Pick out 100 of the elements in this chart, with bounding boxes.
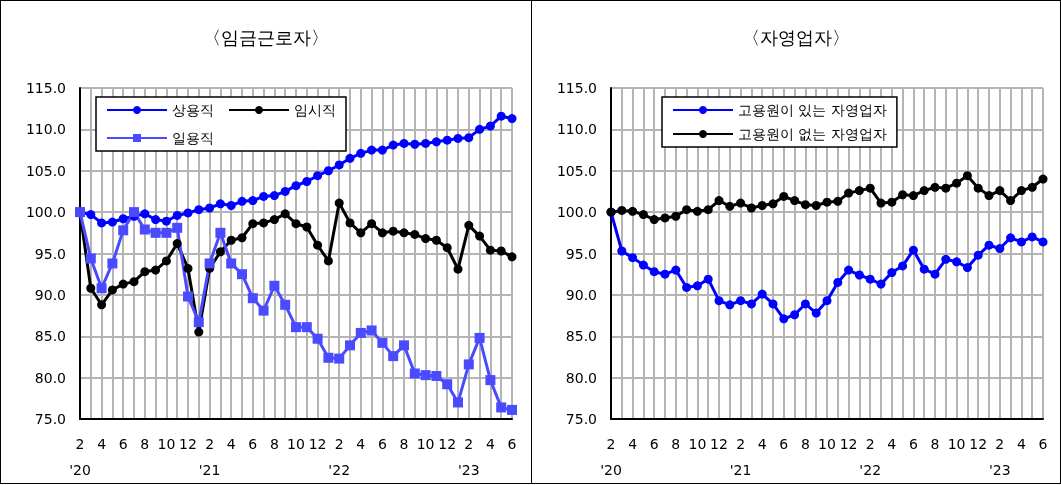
- point: [345, 218, 355, 228]
- x-tick-label: 12: [438, 436, 457, 452]
- point: [367, 219, 377, 229]
- point: [355, 327, 366, 338]
- point: [1016, 186, 1026, 196]
- y-tick-label: 85.0: [34, 328, 66, 345]
- point: [617, 246, 627, 256]
- point: [431, 235, 441, 245]
- point: [215, 227, 226, 238]
- point: [833, 277, 843, 287]
- x-tick-label: 8: [930, 436, 940, 452]
- x-tick-label: 4: [226, 436, 236, 452]
- legend-label: 임시직: [294, 102, 336, 118]
- point: [768, 199, 778, 209]
- point: [1006, 233, 1016, 243]
- point: [399, 138, 409, 148]
- point: [312, 333, 323, 344]
- point: [790, 310, 800, 320]
- point: [301, 322, 312, 333]
- point: [205, 203, 215, 213]
- point: [1038, 237, 1048, 247]
- x-tick-label: 10: [947, 436, 966, 452]
- point: [377, 228, 387, 238]
- point: [736, 296, 746, 306]
- point: [410, 229, 420, 239]
- y-tick-label: 95.0: [34, 245, 66, 262]
- point: [908, 191, 918, 201]
- point: [475, 124, 485, 134]
- point: [151, 215, 161, 225]
- point: [129, 277, 139, 287]
- point: [420, 370, 431, 381]
- point: [941, 254, 951, 264]
- point: [334, 160, 344, 170]
- point: [161, 256, 171, 266]
- point: [692, 281, 702, 291]
- point: [898, 190, 908, 200]
- x-tick-label: 10: [416, 436, 435, 452]
- point: [291, 181, 301, 191]
- point: [313, 240, 323, 250]
- y-tick-label: 105.0: [25, 162, 66, 179]
- x-tick-label: 4: [1016, 436, 1026, 452]
- point: [323, 166, 333, 176]
- point: [908, 245, 918, 255]
- y-tick-label: 85.0: [565, 328, 597, 345]
- point: [410, 139, 420, 149]
- point: [1016, 237, 1026, 247]
- y-tick-label: 75.0: [34, 411, 66, 427]
- x-tick-label: 6: [118, 436, 128, 452]
- point: [822, 296, 832, 306]
- x-tick-label: 6: [908, 436, 918, 452]
- point: [507, 404, 517, 415]
- point: [237, 233, 247, 243]
- point: [172, 239, 182, 249]
- y-tick-label: 75.0: [565, 411, 597, 427]
- point: [507, 252, 517, 262]
- x-tick-label: 4: [757, 436, 767, 452]
- point: [140, 267, 150, 277]
- point: [682, 282, 692, 292]
- x-tick-label: 2 '23: [988, 436, 1011, 478]
- point: [291, 322, 301, 333]
- point: [507, 114, 517, 124]
- point: [682, 205, 692, 215]
- point: [356, 228, 366, 238]
- point: [463, 359, 474, 370]
- x-tick-label: 10: [287, 436, 305, 452]
- point: [844, 265, 854, 275]
- chart-title: 〈자영업자〉: [742, 26, 850, 48]
- y-tick-label: 100.0: [25, 204, 66, 221]
- point: [800, 200, 810, 210]
- point: [345, 340, 355, 351]
- point: [399, 228, 409, 238]
- point: [800, 299, 810, 309]
- point: [194, 205, 204, 215]
- point: [757, 289, 767, 299]
- point: [118, 279, 128, 289]
- point: [1027, 182, 1037, 192]
- point: [768, 299, 778, 309]
- point: [323, 352, 334, 363]
- x-tick-label: 10: [157, 436, 176, 452]
- point: [409, 368, 420, 379]
- point: [248, 219, 258, 229]
- point: [323, 256, 333, 266]
- x-tick-label: 12: [710, 436, 728, 452]
- point: [736, 198, 746, 208]
- point: [313, 171, 323, 181]
- point: [259, 218, 269, 228]
- y-tick-label: 105.0: [556, 162, 597, 179]
- point: [496, 246, 506, 256]
- x-tick-label: 4: [97, 436, 107, 452]
- y-tick-label: 100.0: [556, 204, 597, 221]
- point: [269, 191, 279, 201]
- point: [269, 215, 279, 225]
- point: [746, 203, 756, 213]
- point: [118, 214, 128, 224]
- point: [464, 220, 474, 230]
- point: [226, 258, 237, 269]
- x-tick-label: 10: [818, 436, 836, 452]
- x-tick-label: 8: [269, 436, 279, 452]
- point: [474, 332, 485, 343]
- x-tick-label: 8: [399, 436, 409, 452]
